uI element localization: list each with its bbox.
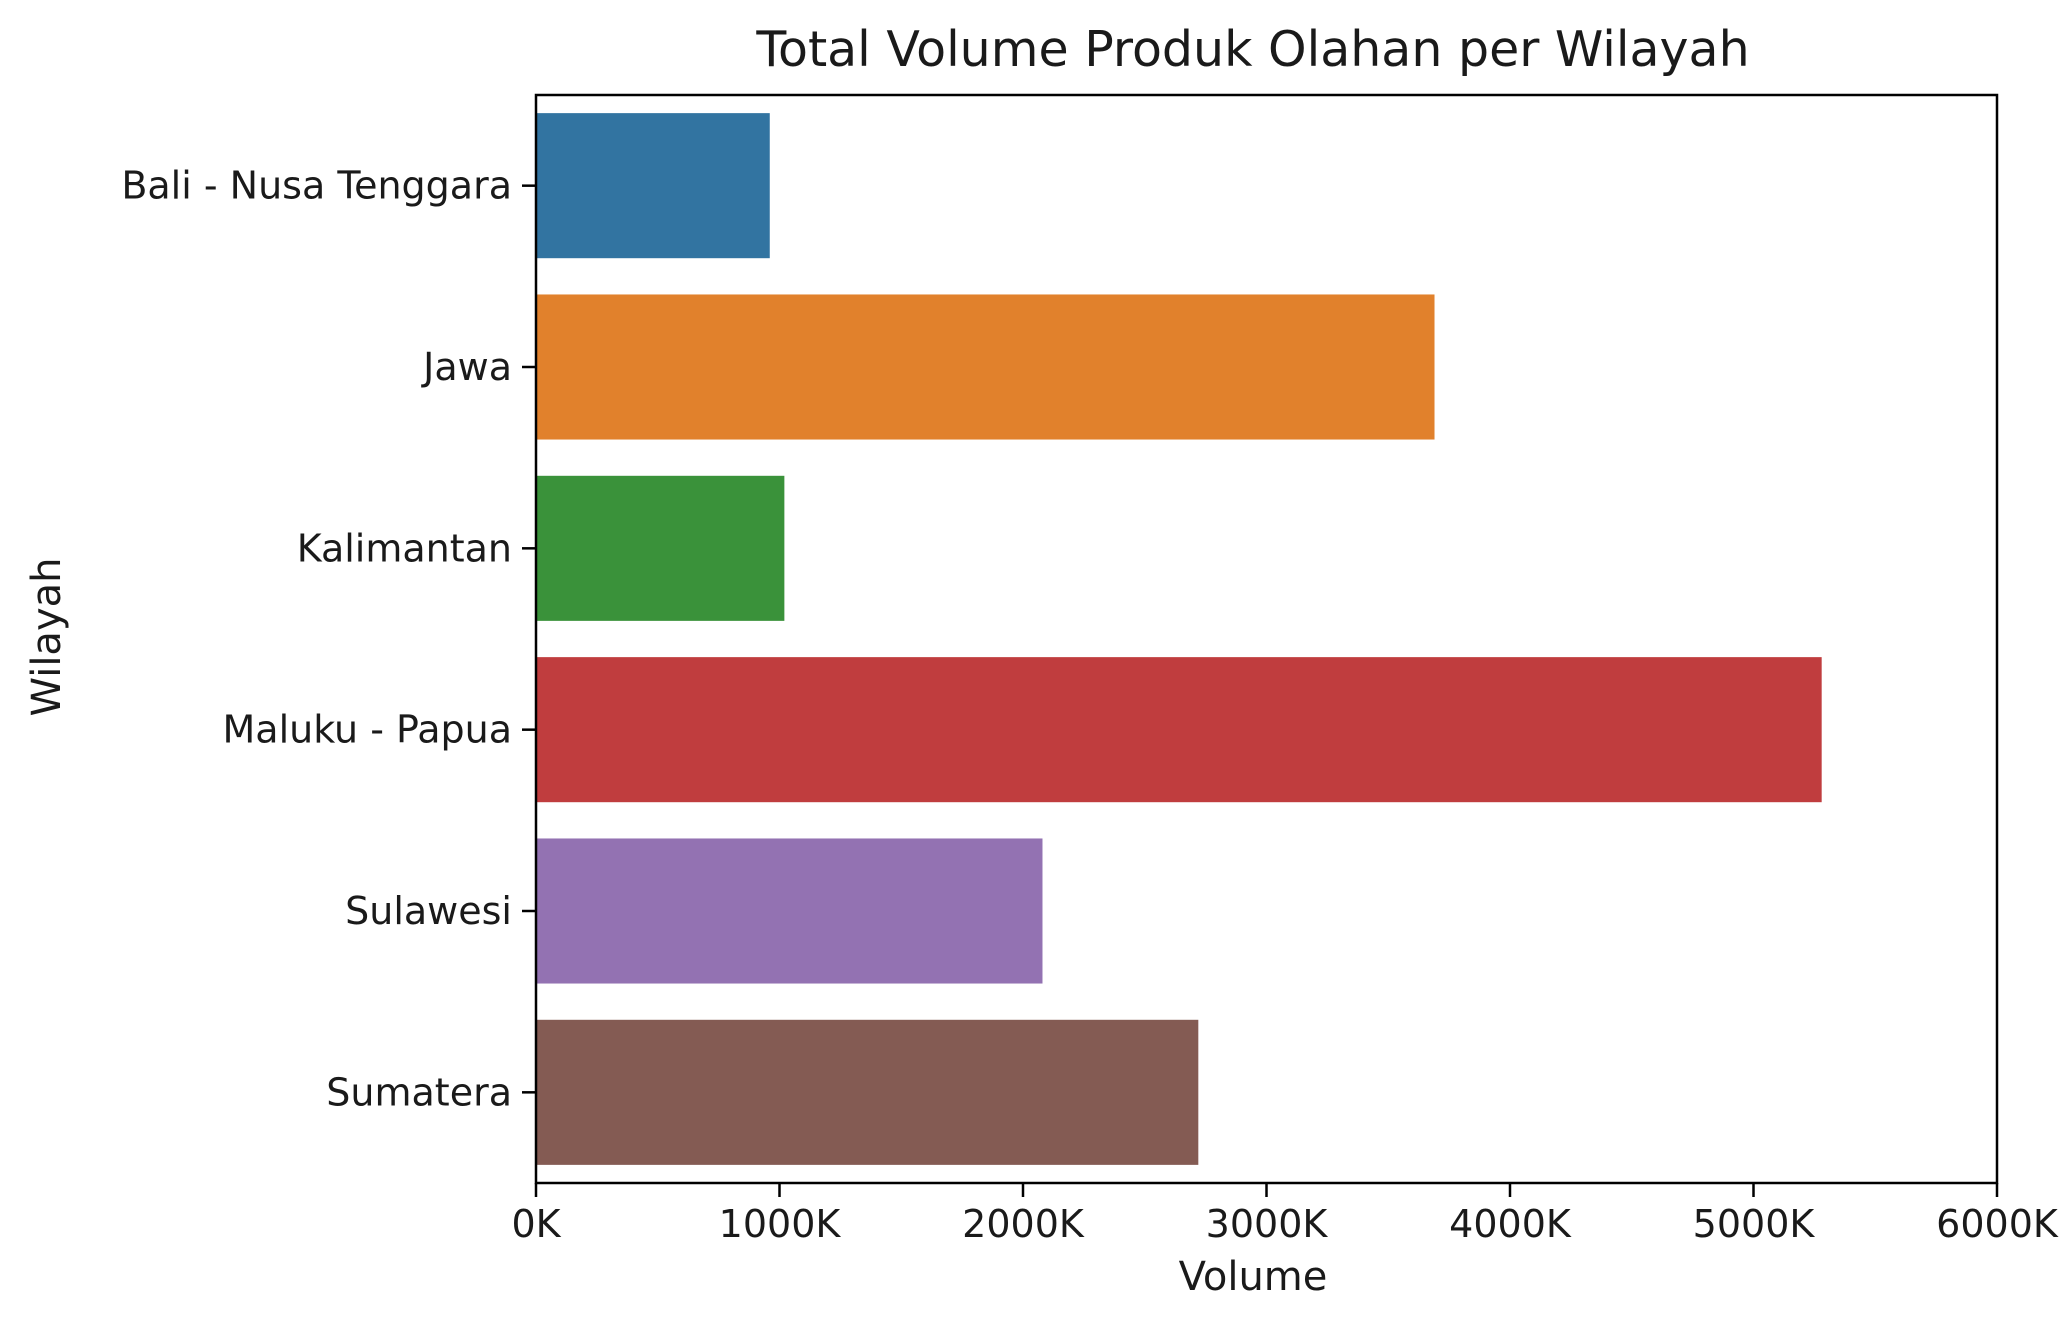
x-tick-label: 5000K: [1693, 1202, 1816, 1246]
y-tick-label: Maluku - Papua: [223, 708, 513, 752]
x-axis-label: Volume: [1179, 1254, 1328, 1300]
y-tick-label: Kalimantan: [297, 526, 512, 570]
bars-layer: [536, 113, 1822, 1165]
bar-bali-nusa-tenggara: [536, 113, 770, 259]
x-tick-label: 6000K: [1936, 1202, 2059, 1246]
x-tick-label: 1000K: [719, 1202, 842, 1246]
bar-maluku-papua: [536, 657, 1822, 803]
bar-kalimantan: [536, 475, 785, 621]
bar-jawa: [536, 294, 1435, 440]
y-tick-label: Jawa: [421, 345, 512, 389]
y-tick-label: Sumatera: [326, 1070, 512, 1114]
x-tick-label: 2000K: [962, 1202, 1085, 1246]
chart-title: Total Volume Produk Olahan per Wilayah: [755, 21, 1749, 78]
y-tick-label: Sulawesi: [345, 889, 512, 933]
bar-sumatera: [536, 1019, 1199, 1165]
x-tick-label: 4000K: [1449, 1202, 1572, 1246]
y-tick-label: Bali - Nusa Tenggara: [121, 164, 512, 208]
bar-sulawesi: [536, 838, 1043, 984]
plot-frame: [534, 93, 1999, 1185]
ticks-layer: Bali - Nusa Tenggara Jawa Kalimantan Maluku…: [121, 164, 2059, 1246]
x-tick-label: 0K: [511, 1202, 561, 1246]
y-axis-label: Wilayah: [24, 558, 70, 717]
x-tick-label: 3000K: [1206, 1202, 1329, 1246]
